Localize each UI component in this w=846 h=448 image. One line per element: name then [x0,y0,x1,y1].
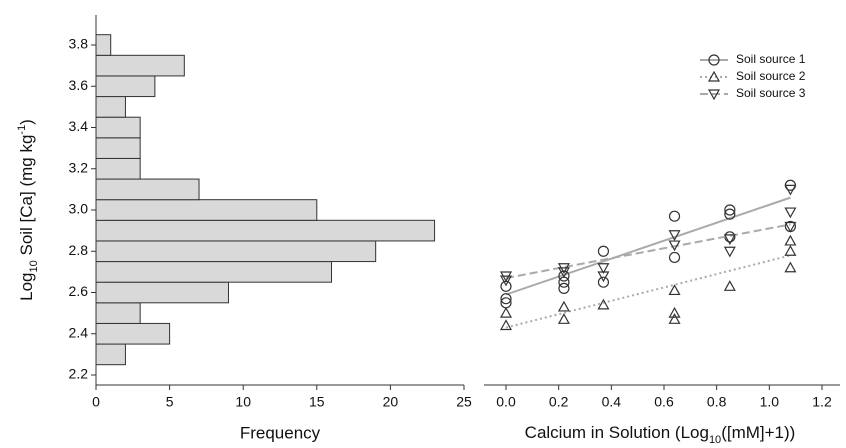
x-tick-label: 1.0 [760,394,780,410]
x-tick-label: 20 [383,394,399,410]
x-tick-label: 25 [456,394,472,410]
text-part: 10 [709,434,721,446]
y-tick-label: 2.4 [69,324,89,340]
x-tick-label: 0.0 [496,394,516,410]
y-axis-label: Log10 Soil [Ca] (mg kg-1) [16,119,40,301]
text-part: 10 [28,260,40,272]
point [784,207,797,219]
y-tick-label: 2.6 [69,283,89,299]
text-part: -1 [16,125,28,135]
y-tick-label: 3.6 [69,77,89,93]
text-part: ) [17,119,36,125]
point [597,271,610,283]
point [558,282,570,294]
bar [95,240,377,263]
x-axis-label: Calcium in Solution (Log10([mM]+1)) [525,423,796,445]
point [724,208,736,220]
x-tick-label: 0.6 [654,394,674,410]
y-tick-label: 3.8 [69,36,89,52]
bar [95,75,156,98]
bar [95,199,318,221]
point [668,284,681,296]
point [707,89,721,101]
point [723,280,736,291]
bar [95,322,171,345]
point [668,313,681,324]
point [668,240,681,252]
point [784,221,797,233]
bar [95,34,112,56]
point [708,54,720,66]
point [597,263,610,274]
text-part: Soil [Ca] (mg kg [17,135,36,261]
point [597,276,610,288]
point [597,245,610,257]
text-part: ([mM]+1)) [721,423,795,442]
x-tick-label: 5 [166,394,174,410]
y-tick-label: 3.2 [69,159,89,175]
x-tick-label: 0 [92,394,100,410]
fit-line [505,223,791,280]
x-tick-label: 10 [235,394,251,410]
legend-label: Soil source 2 [736,69,806,83]
y-tick-label: 3.0 [69,201,89,217]
y-tick-label: 2.2 [69,366,89,382]
legend-label: Soil source 3 [736,86,806,100]
point [784,245,797,256]
y-tick-label: 2.8 [69,242,89,258]
point [723,234,736,246]
text-part: Calcium in Solution (Log [525,423,709,442]
point [707,70,721,82]
point [668,251,681,264]
point [499,319,513,331]
x-tick-label: 0.2 [549,394,569,410]
bar [95,219,436,242]
point [668,230,681,241]
point [724,204,736,216]
point [668,306,681,318]
bar [95,281,229,304]
point [597,298,610,310]
point [668,210,681,222]
point [723,246,736,258]
y-tick-label: 3.4 [69,118,89,134]
x-axis-label: Frequency [240,423,321,442]
x-tick-label: 0.8 [707,394,727,410]
bar [95,116,141,139]
bar [95,54,185,77]
bar [95,137,141,159]
point [558,270,570,282]
legend-label: Soil source 1 [736,52,806,66]
point [557,267,570,279]
fit-line [505,196,791,296]
point [500,293,512,305]
point [499,275,513,287]
fit-line [505,254,791,329]
bar [95,96,126,118]
bar [95,157,141,180]
bar [95,343,126,366]
x-tick-label: 15 [309,394,325,410]
point [784,184,797,196]
point [557,313,570,324]
bar [95,178,200,201]
x-tick-label: 0.4 [602,394,622,410]
text-part: Log [17,272,36,300]
x-tick-label: 1.2 [812,394,832,410]
point [499,306,513,318]
point [784,234,797,246]
bar [95,302,141,324]
point [784,261,797,273]
point [557,300,570,312]
bar [95,261,333,283]
